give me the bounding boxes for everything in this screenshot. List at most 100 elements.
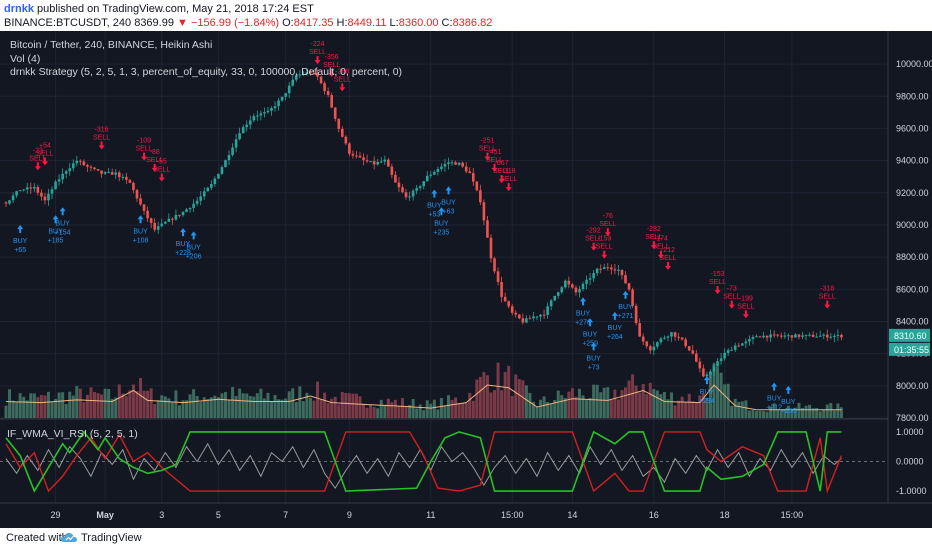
high-value: 8449.11 xyxy=(347,17,387,29)
candle-body xyxy=(712,366,716,372)
volume-bar xyxy=(560,395,564,418)
buy-arrow-icon xyxy=(190,231,197,240)
signal-label: BUY xyxy=(441,199,456,206)
signal-label: +212 xyxy=(766,405,782,412)
volume-bar xyxy=(443,406,447,418)
legend-strategy[interactable]: drnkk Strategy (5, 2, 5, 1, 3, percent_o… xyxy=(10,66,403,78)
low-label: L: xyxy=(386,17,399,29)
volume-bar xyxy=(524,385,528,418)
candle-body xyxy=(733,345,737,350)
volume-bar xyxy=(786,405,790,418)
volume-bar xyxy=(93,391,96,418)
sell-arrow-icon xyxy=(41,157,48,166)
indicator-red-line xyxy=(5,431,843,494)
candle-body xyxy=(365,160,369,162)
volume-bar xyxy=(698,395,702,418)
candle-body xyxy=(146,210,149,219)
candle-body xyxy=(333,107,337,119)
signal-label: SELL xyxy=(93,134,110,141)
volume-bar xyxy=(790,409,794,418)
volume-bar xyxy=(234,396,238,418)
candle-body xyxy=(666,336,670,338)
candle-body xyxy=(610,267,613,270)
volume-bar xyxy=(206,399,210,418)
candle-body xyxy=(217,173,220,179)
candle-body xyxy=(174,214,178,220)
candle-body xyxy=(790,335,794,338)
volume-bar xyxy=(351,393,355,418)
candle-body xyxy=(670,332,673,337)
candle-body xyxy=(769,334,772,338)
volume-bar xyxy=(531,401,535,418)
volume-bar xyxy=(231,387,235,418)
volume-bar xyxy=(496,362,500,418)
signal-label: -292 xyxy=(587,228,601,235)
candle-body xyxy=(224,160,227,168)
time-tick-label: 15:00 xyxy=(501,510,524,520)
buy-arrow-icon xyxy=(590,342,597,351)
volume-bar xyxy=(733,398,737,418)
buy-arrow-icon xyxy=(431,189,438,198)
buy-arrow-icon xyxy=(622,290,629,299)
volume-bar xyxy=(340,392,344,418)
volume-bar xyxy=(365,407,369,418)
volume-bar xyxy=(648,382,652,418)
legend-volume[interactable]: Vol (4) xyxy=(10,52,41,65)
signal-label: -109 xyxy=(137,138,151,145)
author-link[interactable]: drnkk xyxy=(4,3,34,15)
volume-bar xyxy=(662,391,666,418)
signal-label: SELL xyxy=(153,167,170,174)
volume-bar xyxy=(454,397,458,418)
volume-bar xyxy=(585,400,589,418)
sell-arrow-icon xyxy=(728,300,735,309)
candle-body xyxy=(103,172,107,174)
tradingview-brand[interactable]: TradingView xyxy=(81,532,142,544)
candle-body xyxy=(425,175,429,182)
volume-bar xyxy=(645,394,649,418)
candle-body xyxy=(245,124,249,128)
volume-bar xyxy=(43,395,47,418)
signal-label: SELL xyxy=(334,76,351,83)
chart-legend: Bitcoin / Tether, 240, BINANCE, Heikin A… xyxy=(10,39,402,80)
sell-arrow-icon xyxy=(601,250,608,259)
buy-arrow-icon xyxy=(611,311,618,320)
candle-body xyxy=(787,335,790,337)
signal-label: +63 xyxy=(443,208,455,215)
volume-bar xyxy=(822,409,826,418)
volume-bar xyxy=(383,405,387,418)
sell-arrow-icon xyxy=(498,175,505,184)
time-tick-label: 15:00 xyxy=(781,510,804,520)
volume-bar xyxy=(655,390,659,418)
signal-label: -316 xyxy=(95,126,109,133)
candle-body xyxy=(539,314,542,317)
signal-label: +228 xyxy=(175,250,191,257)
volume-bar xyxy=(737,401,741,418)
signal-label: -268 xyxy=(335,68,349,75)
candle-body xyxy=(128,179,132,183)
chart-canvas[interactable]: -23SELL+54SELLBUY+65BUY+185BUY+154-316SE… xyxy=(0,31,932,528)
volume-bar xyxy=(280,399,284,418)
volume-bar xyxy=(15,402,19,418)
candle-body xyxy=(592,273,595,279)
time-tick-label: 5 xyxy=(216,510,221,520)
candle-body xyxy=(613,269,617,271)
signal-label: BUY xyxy=(176,241,191,248)
volume-bar xyxy=(620,390,624,418)
candle-body xyxy=(482,202,486,221)
volume-bar xyxy=(273,395,277,418)
volume-bar xyxy=(408,405,412,418)
signal-label: -251 xyxy=(480,138,494,145)
candle-body xyxy=(737,345,741,347)
volume-bar xyxy=(570,388,574,418)
volume-bar xyxy=(227,399,231,418)
indicator-legend[interactable]: IF_WMA_VI_RSI (5, 2, 5, 1) xyxy=(7,428,138,440)
volume-bar xyxy=(167,398,171,418)
chart-area[interactable]: -23 SELL +54 SELL BUY +65 BUY +185 BUY +154 -316 SE… xyxy=(0,31,932,528)
candle-body xyxy=(135,190,139,199)
sell-arrow-icon xyxy=(314,56,321,65)
signal-label: BUY xyxy=(767,396,782,403)
legend-symbol[interactable]: Bitcoin / Tether, 240, BINANCE, Heikin A… xyxy=(10,39,213,51)
candle-body xyxy=(96,169,100,171)
volume-bar xyxy=(447,395,450,418)
sell-arrow-icon xyxy=(491,163,498,172)
